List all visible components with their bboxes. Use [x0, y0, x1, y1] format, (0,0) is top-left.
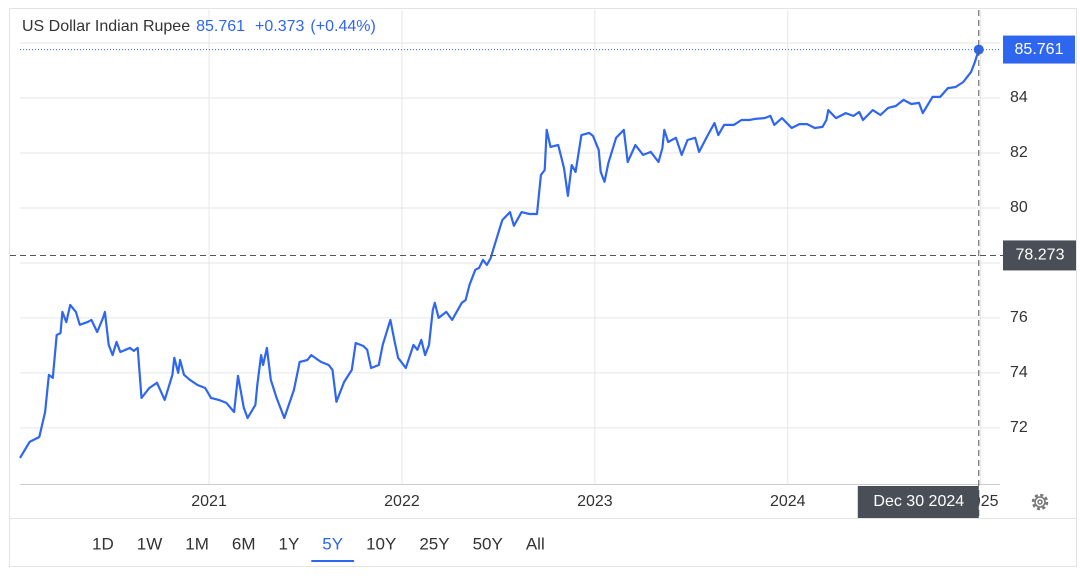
price: 85.761	[196, 18, 245, 35]
y-tick-label: 72	[1010, 419, 1028, 436]
range-button[interactable]: 1W	[137, 534, 163, 553]
last-price-badge	[1003, 35, 1075, 64]
range-button[interactable]: 10Y	[366, 534, 396, 553]
range-button[interactable]: 1M	[185, 534, 209, 553]
range-button[interactable]: 1Y	[278, 534, 299, 553]
last-price-label: 85.761	[1015, 41, 1064, 58]
gear-body	[1034, 496, 1046, 508]
x-tick-label: 2024	[770, 493, 806, 510]
range-button[interactable]: 50Y	[473, 534, 503, 553]
x-tick-label: 2021	[191, 493, 227, 510]
last-point	[973, 44, 984, 55]
chart-title: US Dollar Indian Rupee	[22, 18, 190, 35]
y-tick-label: 84	[1010, 89, 1028, 106]
range-button[interactable]: 1D	[92, 534, 114, 553]
range-label: 50Y	[473, 534, 503, 553]
y-tick-label: 80	[1010, 199, 1028, 216]
range-button[interactable]: 5Y	[311, 534, 355, 562]
crosshair-value-badge	[1003, 240, 1076, 271]
frame	[9, 8, 1077, 567]
range-label: 1W	[137, 534, 163, 553]
range-label: 1D	[92, 534, 114, 553]
range-button[interactable]: All	[526, 534, 545, 553]
change: +0.373	[255, 18, 304, 35]
crosshair-value-label: 78.273	[1016, 247, 1065, 264]
price-line	[19, 49, 980, 459]
y-tick-label: 76	[1010, 309, 1028, 326]
range-label: All	[526, 534, 545, 553]
y-tick-label: 74	[1010, 364, 1028, 381]
crosshair-date-label: Dec 30 2024	[873, 493, 964, 510]
gear-teeth	[1031, 493, 1049, 511]
settings-button[interactable]	[1031, 493, 1049, 511]
range-label: 6M	[232, 534, 256, 553]
gear-hole	[1037, 499, 1043, 505]
range-button[interactable]: 25Y	[419, 534, 449, 553]
x-tick-label: 2022	[384, 493, 420, 510]
range-label: 1Y	[278, 534, 299, 553]
y-tick-label: 82	[1010, 144, 1028, 161]
crosshair-date-badge	[857, 486, 979, 518]
x-tick-label: 2023	[577, 493, 613, 510]
change-percent: (+0.44%)	[310, 18, 375, 35]
range-label: 25Y	[419, 534, 449, 553]
range-label: 10Y	[366, 534, 396, 553]
range-label: 1M	[185, 534, 209, 553]
range-label: 5Y	[322, 534, 343, 553]
range-button[interactable]: 6M	[232, 534, 256, 553]
